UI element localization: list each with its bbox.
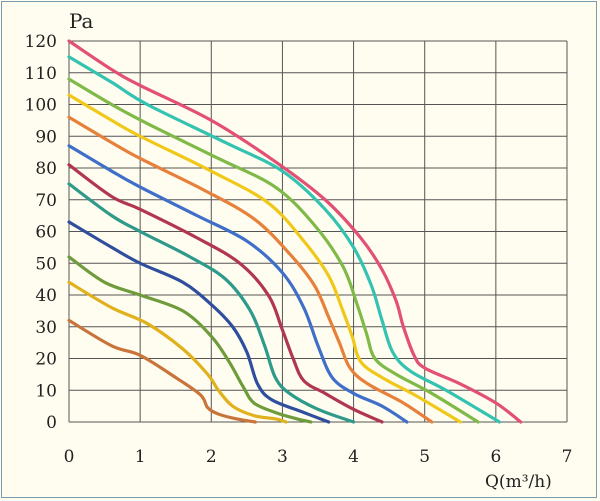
- series-line-2: [67, 280, 288, 424]
- series-line-9: [67, 93, 462, 424]
- series-group: [67, 39, 523, 424]
- series-line-11: [67, 55, 502, 424]
- x-tick-label: 7: [562, 447, 573, 467]
- x-tick-label: 2: [206, 447, 217, 467]
- x-tick-label: 3: [277, 447, 288, 467]
- series-line-4: [67, 220, 331, 424]
- series-line-10: [67, 77, 480, 424]
- x-tick-label: 1: [135, 447, 146, 467]
- y-tick-label: 90: [35, 127, 57, 147]
- series-line-7: [67, 144, 409, 424]
- x-tick-label: 0: [64, 447, 75, 467]
- x-tick-label: 6: [490, 447, 501, 467]
- y-tick-label: 30: [35, 318, 57, 338]
- x-tick-label: 5: [419, 447, 430, 467]
- y-tick-label: 110: [25, 64, 57, 84]
- y-tick-label: 60: [35, 223, 57, 243]
- y-tick-label: 20: [35, 350, 57, 370]
- y-tick-label: 50: [35, 254, 57, 274]
- y-tick-label: 70: [35, 191, 57, 211]
- y-tick-label: 100: [25, 96, 57, 116]
- x-axis-title: Q(m³/h): [485, 472, 552, 492]
- x-tick-label: 4: [348, 447, 359, 467]
- y-axis-title: Pa: [69, 9, 94, 33]
- y-tick-label: 0: [46, 413, 57, 433]
- series-line-6: [67, 163, 384, 424]
- series-line-3: [67, 255, 313, 424]
- series-line-8: [67, 115, 434, 424]
- y-tick-labels: 0 10 20 30 40 50 60 70 80 90 100 110 120: [25, 32, 57, 433]
- series-line-1: [67, 318, 257, 424]
- y-tick-label: 10: [35, 381, 57, 401]
- y-tick-label: 40: [35, 286, 57, 306]
- series-line-5: [67, 182, 356, 424]
- y-tick-label: 120: [25, 32, 57, 52]
- y-tick-label: 80: [35, 159, 57, 179]
- series-line-12: [67, 39, 523, 424]
- x-tick-labels: 0 1 2 3 4 5 6 7: [64, 447, 573, 467]
